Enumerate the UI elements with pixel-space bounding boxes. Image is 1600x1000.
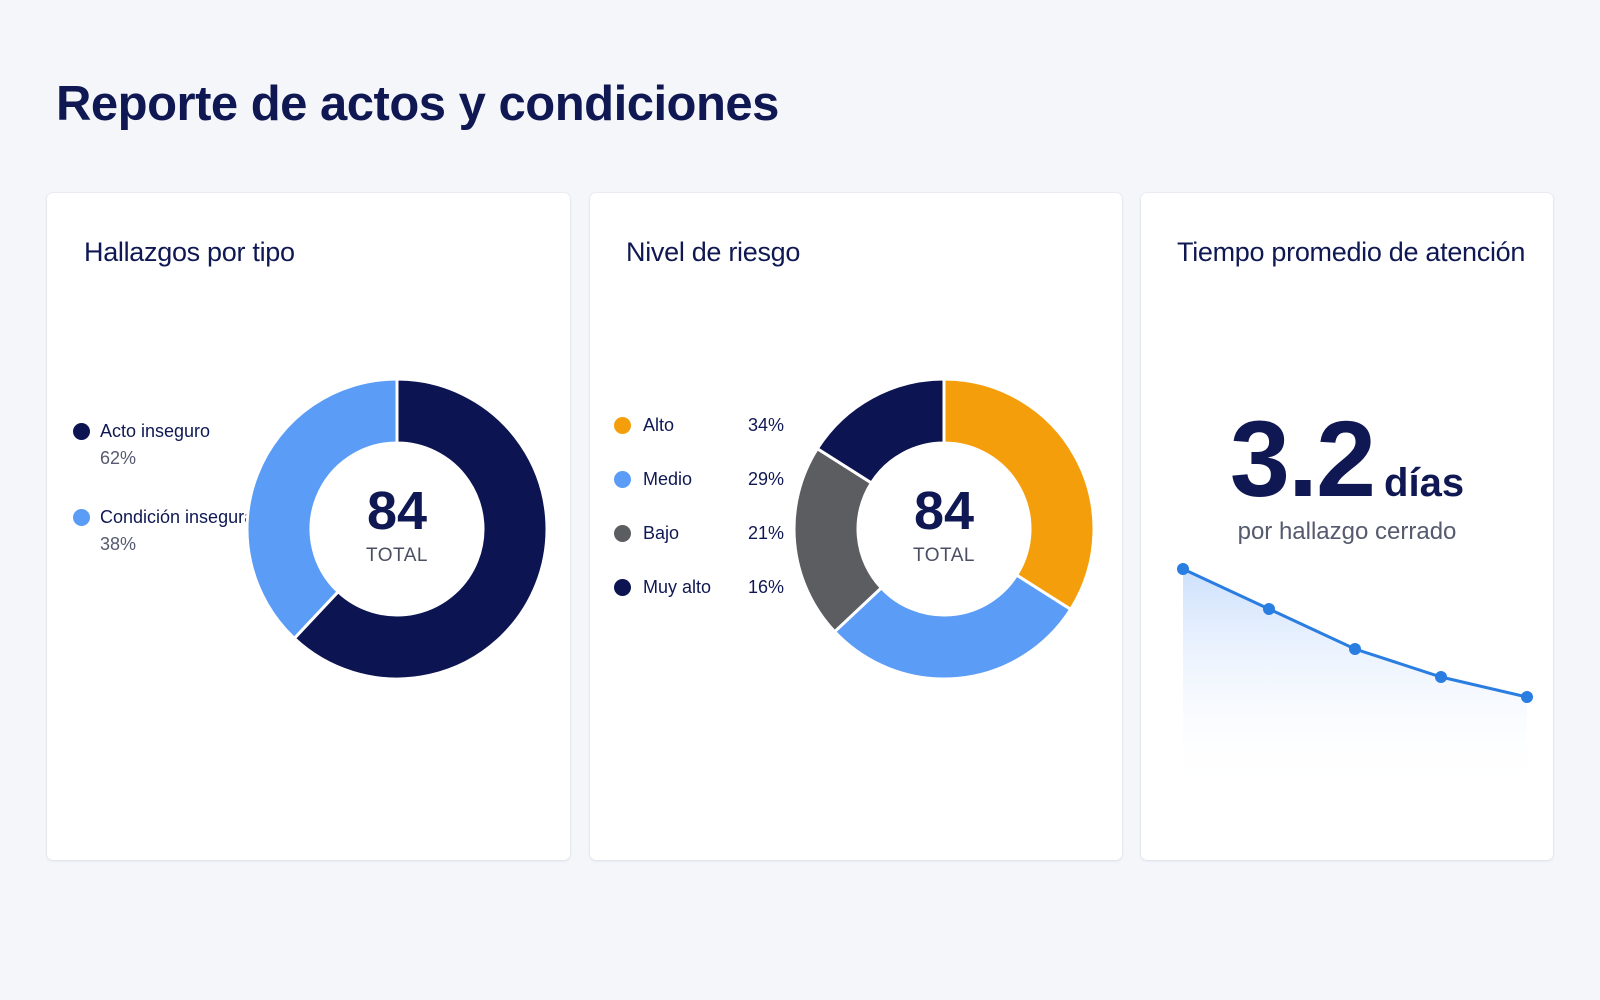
legend-swatch bbox=[614, 579, 631, 596]
legend-label: Medio bbox=[643, 469, 693, 489]
donut-slice-1 bbox=[245, 377, 399, 641]
trend-point-2 bbox=[1349, 643, 1361, 655]
legend-swatch bbox=[73, 509, 90, 526]
legend-swatch bbox=[73, 423, 90, 440]
donut-slice-3 bbox=[815, 377, 946, 485]
legend-label: Bajo bbox=[643, 523, 680, 543]
avg-response-time-card: Tiempo promedio de atención 3.2 días por … bbox=[1141, 193, 1553, 860]
trend-point-0 bbox=[1177, 563, 1189, 575]
card-title: Hallazgos por tipo bbox=[84, 237, 295, 267]
risk-donut-chart: 84 TOTAL bbox=[792, 377, 1096, 681]
kpi-value: 3.2 bbox=[1229, 398, 1376, 519]
donut-slice-0 bbox=[942, 377, 1096, 612]
kpi-unit: días bbox=[1384, 461, 1465, 505]
legend-item: Acto inseguro 62% bbox=[73, 421, 254, 507]
kpi-subtitle: por hallazgo cerrado bbox=[1237, 518, 1457, 545]
trend-point-3 bbox=[1435, 671, 1447, 683]
type-donut-chart: 84 TOTAL bbox=[245, 377, 549, 681]
page-title: Reporte de actos y condiciones bbox=[56, 77, 779, 131]
donut-center-label: TOTAL bbox=[913, 545, 975, 566]
risk-level-card: Nivel de riesgo Alto 34% Medio 29% Bajo … bbox=[590, 193, 1122, 860]
legend-label: Condición insegura bbox=[100, 507, 255, 527]
kpi: 3.2 días bbox=[1141, 405, 1553, 513]
donut-center-value: 84 bbox=[914, 481, 974, 541]
legend-item: Condición insegura 38% bbox=[73, 507, 254, 593]
donut-slice-0 bbox=[292, 377, 549, 681]
legend-label: Alto bbox=[643, 415, 675, 435]
donut-slice-2 bbox=[792, 446, 884, 634]
card-title: Tiempo promedio de atención bbox=[1177, 237, 1526, 267]
legend-swatch bbox=[614, 525, 631, 542]
legend-swatch bbox=[614, 417, 631, 434]
card-title: Nivel de riesgo bbox=[626, 237, 801, 267]
legend-item: Alto 34% bbox=[614, 415, 784, 469]
legend-percent: 62% bbox=[100, 448, 137, 468]
trend-area-chart bbox=[1177, 563, 1533, 793]
donut-slice-1 bbox=[832, 573, 1073, 681]
legend: Alto 34% Medio 29% Bajo 21% Muy alto 16% bbox=[614, 415, 784, 631]
legend: Acto inseguro 62% Condición insegura 38% bbox=[73, 421, 254, 593]
legend-percent: 16% bbox=[747, 577, 784, 597]
legend-label: Acto inseguro bbox=[100, 421, 211, 441]
trend-point-4 bbox=[1521, 691, 1533, 703]
legend-swatch bbox=[614, 471, 631, 488]
findings-by-type-card: Hallazgos por tipo Acto inseguro 62% Con… bbox=[47, 193, 570, 860]
donut-center-label: TOTAL bbox=[366, 545, 428, 566]
trend-point-1 bbox=[1263, 603, 1275, 615]
donut-center-value: 84 bbox=[367, 481, 427, 541]
legend-percent: 21% bbox=[747, 523, 784, 543]
legend-item: Muy alto 16% bbox=[614, 577, 784, 631]
legend-percent: 34% bbox=[747, 415, 784, 435]
legend-item: Medio 29% bbox=[614, 469, 784, 523]
legend-label: Muy alto bbox=[643, 577, 712, 597]
legend-percent: 38% bbox=[100, 534, 137, 554]
trend-area bbox=[1183, 569, 1527, 793]
legend-item: Bajo 21% bbox=[614, 523, 784, 577]
legend-percent: 29% bbox=[747, 469, 784, 489]
